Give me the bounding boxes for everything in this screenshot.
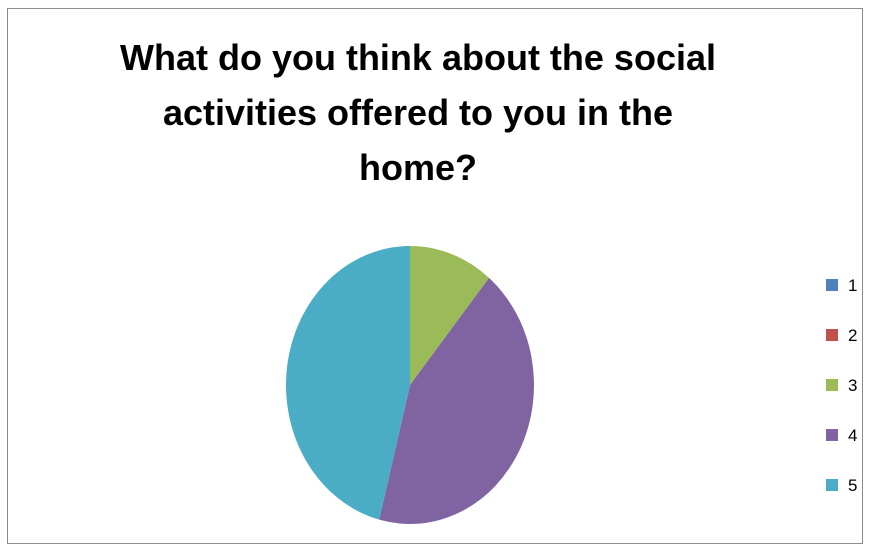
pie-slice-4 [379, 277, 534, 524]
legend-label-3: 3 [848, 376, 857, 395]
legend-swatch-5 [826, 479, 838, 491]
chart-title-line-1: What do you think about the social [119, 37, 716, 78]
legend-label-1: 1 [848, 276, 857, 295]
legend-swatch-3 [826, 379, 838, 391]
legend-swatch-1 [826, 279, 838, 291]
legend-label-2: 2 [848, 326, 857, 345]
chart-title-line-2: activities offered to you in the [162, 92, 674, 133]
pie-slice-3 [410, 246, 490, 385]
chart-title-line-3: home? [358, 147, 477, 188]
legend-label-5: 5 [848, 476, 857, 495]
pie-slices [286, 246, 534, 524]
pie-slice-5 [286, 246, 410, 520]
legend-swatch-4 [826, 429, 838, 441]
chart-title: What do you think about the social activ… [0, 30, 836, 195]
legend-swatch-2 [826, 329, 838, 341]
legend-label-4: 4 [848, 426, 857, 445]
legend: 1 2 3 4 5 [826, 276, 857, 495]
